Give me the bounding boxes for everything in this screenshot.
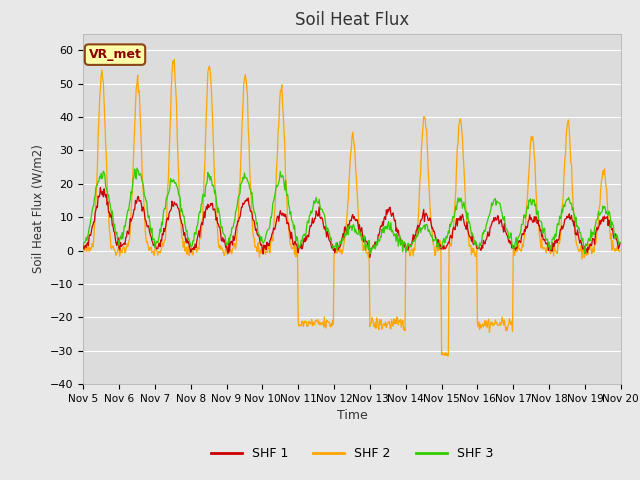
SHF 1	[366, 254, 374, 260]
SHF 1	[228, 239, 236, 245]
SHF 2	[228, 251, 236, 257]
SHF 3	[616, 240, 624, 245]
SHF 2	[444, 353, 452, 359]
SHF 1	[89, 223, 97, 228]
Text: VR_met: VR_met	[88, 48, 141, 61]
SHF 3	[434, 241, 442, 247]
Line: SHF 2: SHF 2	[83, 60, 620, 356]
SHF 1	[97, 185, 104, 191]
SHF 3	[228, 225, 236, 231]
SHF 2	[89, 244, 97, 250]
SHF 3	[419, 226, 426, 232]
SHF 1	[145, 225, 153, 230]
SHF 3	[145, 213, 153, 219]
SHF 3	[133, 165, 141, 171]
Y-axis label: Soil Heat Flux (W/m2): Soil Heat Flux (W/m2)	[31, 144, 44, 273]
SHF 2	[145, 243, 152, 249]
SHF 1	[616, 240, 624, 246]
SHF 3	[200, 192, 207, 197]
SHF 2	[79, 246, 87, 252]
X-axis label: Time: Time	[337, 409, 367, 422]
SHF 2	[417, 146, 425, 152]
SHF 1	[434, 237, 442, 242]
SHF 2	[170, 57, 178, 62]
SHF 2	[200, 193, 207, 199]
Line: SHF 3: SHF 3	[83, 168, 620, 254]
SHF 1	[419, 216, 426, 221]
SHF 3	[79, 243, 87, 249]
SHF 2	[433, 242, 441, 248]
Line: SHF 1: SHF 1	[83, 188, 620, 257]
Legend: SHF 1, SHF 2, SHF 3: SHF 1, SHF 2, SHF 3	[205, 443, 499, 465]
SHF 2	[616, 248, 624, 253]
SHF 1	[79, 241, 87, 247]
Title: Soil Heat Flux: Soil Heat Flux	[295, 11, 409, 29]
SHF 3	[366, 251, 374, 257]
SHF 3	[89, 204, 97, 210]
SHF 1	[200, 216, 207, 221]
